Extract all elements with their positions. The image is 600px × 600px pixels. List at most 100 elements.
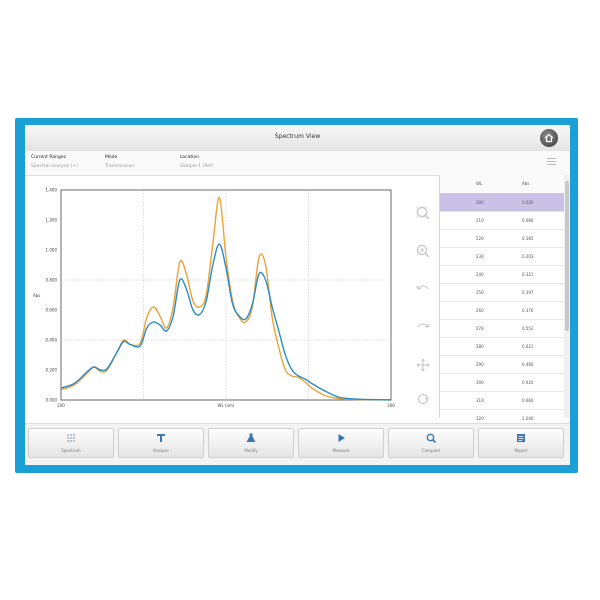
undo-icon[interactable] — [414, 280, 432, 298]
cell-abs: 0.397 — [522, 290, 534, 295]
spectrum-button[interactable]: Spectrum — [28, 428, 114, 458]
table-row[interactable]: 200 0.026 — [440, 194, 564, 212]
cell-wl: 250 — [476, 290, 484, 295]
chart-svg: 0.000 0.200 0.400 0.600 0.800 1.000 1.200 1.400… — [33, 188, 395, 409]
cell-abs: 0.660 — [522, 398, 534, 403]
info-value: Transmission — [105, 164, 135, 169]
info-label: Location — [180, 155, 200, 160]
button-label: Modify — [244, 448, 258, 453]
title-bar: Spectrum View — [25, 125, 570, 152]
button-label: Measure — [332, 448, 350, 453]
cell-wl: 270 — [476, 326, 484, 331]
column-header-abs[interactable]: Abs — [522, 181, 530, 186]
button-label: Compare — [421, 448, 441, 453]
button-label: Analyze — [153, 448, 169, 453]
cell-abs: 1.040 — [522, 416, 534, 421]
cell-wl: 220 — [476, 236, 484, 241]
cell-wl: 240 — [476, 272, 484, 277]
home-icon — [544, 133, 554, 143]
play-icon — [338, 434, 345, 442]
grid-icon — [67, 434, 75, 442]
info-location[interactable]: Location Sample 1 (Ref) — [180, 155, 213, 169]
table-row[interactable]: 260 0.376 — [440, 302, 564, 320]
scrollbar-thumb[interactable] — [565, 181, 569, 331]
table-row[interactable]: 230 0.203 — [440, 248, 564, 266]
series-line-1[interactable] — [60, 196, 392, 401]
compare-button[interactable]: Compare — [388, 428, 474, 458]
cell-wl: 300 — [476, 380, 484, 385]
info-bar: Current Ranges Spectral analysis (+) Mod… — [25, 151, 570, 176]
cell-wl: 230 — [476, 254, 484, 259]
cell-abs: 0.920 — [522, 380, 534, 385]
y-tick-label: 0.600 — [46, 308, 58, 313]
redo-icon[interactable] — [414, 318, 432, 336]
cell-abs: 0.080 — [522, 218, 534, 223]
flask-icon — [246, 433, 256, 442]
table-row[interactable]: 210 0.080 — [440, 212, 564, 230]
cell-abs: 0.376 — [522, 308, 534, 313]
y-tick-label: 0.000 — [46, 398, 58, 403]
table-row[interactable]: 220 0.185 — [440, 230, 564, 248]
pan-icon[interactable] — [414, 356, 432, 374]
compare-icon — [426, 433, 437, 444]
zoom-in-icon[interactable] — [414, 242, 432, 260]
cell-wl: 280 — [476, 344, 484, 349]
cell-abs: 0.203 — [522, 254, 534, 259]
cell-wl: 320 — [476, 416, 484, 421]
y-tick-label: 0.400 — [46, 338, 58, 343]
info-label: Current Ranges — [31, 155, 66, 160]
x-tick-label: WL (nm) — [217, 403, 234, 408]
cell-abs: 0.621 — [522, 344, 534, 349]
column-header-wl[interactable]: WL — [476, 181, 483, 186]
app-screen: Spectrum View Current Ranges Spectral an… — [25, 125, 570, 465]
button-label: Report — [514, 448, 528, 453]
zoom-fit-icon[interactable] — [414, 204, 432, 222]
table-row[interactable]: 250 0.397 — [440, 284, 564, 302]
cell-abs: 0.321 — [522, 272, 534, 277]
reset-icon[interactable] — [414, 390, 432, 408]
y-tick-label: 0.800 — [46, 278, 58, 283]
table-row[interactable]: 240 0.321 — [440, 266, 564, 284]
table-scrollbar[interactable] — [564, 175, 570, 418]
info-value: Sample 1 (Ref) — [180, 164, 214, 169]
x-tick-label: 200 — [57, 403, 65, 408]
cell-wl: 260 — [476, 308, 484, 313]
bottom-toolbar: Spectrum Analyze Modify Measure Compare … — [25, 423, 570, 465]
cell-wl: 290 — [476, 362, 484, 367]
report-button[interactable]: Report — [478, 428, 564, 458]
menu-icon[interactable] — [547, 158, 556, 167]
home-button[interactable] — [540, 129, 558, 147]
table-header: WL Abs — [440, 175, 564, 194]
y-tick-label: 1.200 — [46, 218, 58, 223]
cell-wl: 200 — [476, 200, 484, 205]
y-tick-label: 1.400 — [46, 188, 58, 193]
x-tick-label: 300 — [387, 403, 395, 408]
analyze-button[interactable]: Analyze — [118, 428, 204, 458]
y-tick-label: 1.000 — [46, 248, 58, 253]
cell-abs: 0.185 — [522, 236, 534, 241]
table-row[interactable]: 290 0.480 — [440, 356, 564, 374]
spectrum-chart[interactable]: 0.000 0.200 0.400 0.600 0.800 1.000 1.200 1.400… — [25, 176, 410, 419]
info-current-ranges[interactable]: Current Ranges Spectral analysis (+) — [31, 155, 78, 169]
info-label: Mode — [105, 155, 118, 160]
cell-abs: 0.026 — [522, 200, 534, 205]
table-row[interactable]: 310 0.660 — [440, 392, 564, 410]
table-row[interactable]: 280 0.621 — [440, 338, 564, 356]
data-table: WL Abs 200 0.026 210 0.080 220 0.185 230 0.203 2… — [439, 175, 564, 428]
modify-button[interactable]: Modify — [208, 428, 294, 458]
measure-button[interactable]: Measure — [298, 428, 384, 458]
series-line-2[interactable] — [60, 243, 392, 401]
button-label: Spectrum — [61, 448, 81, 453]
analyze-icon — [157, 434, 165, 442]
window-title: Spectrum View — [274, 133, 321, 140]
info-mode[interactable]: Mode Transmission — [105, 155, 134, 169]
y-axis-label: Abs — [33, 293, 40, 298]
report-icon — [517, 434, 525, 442]
table-row[interactable]: 270 0.552 — [440, 320, 564, 338]
cell-abs: 0.480 — [522, 362, 534, 367]
table-row[interactable]: 300 0.920 — [440, 374, 564, 392]
cell-wl: 210 — [476, 218, 484, 223]
cell-wl: 310 — [476, 398, 484, 403]
info-value: Spectral analysis (+) — [31, 164, 78, 169]
chart-toolbar — [410, 180, 438, 415]
